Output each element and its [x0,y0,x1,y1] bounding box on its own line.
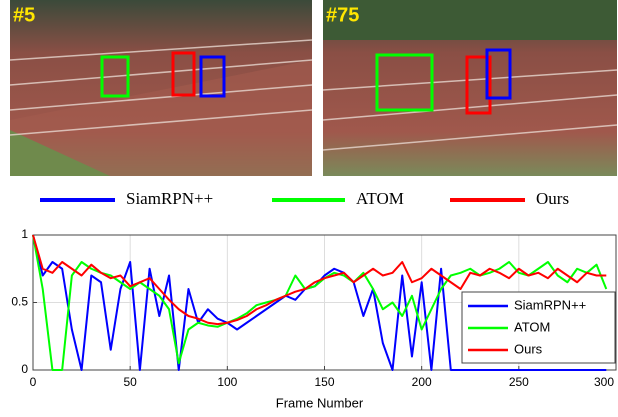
legend-label: SiamRPN++ [126,189,213,208]
series-line [32,234,608,371]
x-tick-label: 200 [412,375,432,389]
legend-label: ATOM [514,319,550,334]
x-tick-label: 150 [314,375,334,389]
x-axis-label: Frame Number [276,395,364,410]
y-tick-label: 0 [21,362,28,376]
legend-label: SiamRPN++ [514,297,586,312]
legend-label: Ours [514,341,543,356]
frame-label: #5 [13,4,35,26]
x-tick-label: 100 [217,375,237,389]
legend-label: ATOM [356,189,404,208]
legend-label: Ours [536,189,569,208]
series-line [32,234,607,326]
x-tick-label: 50 [123,375,137,389]
y-tick-label: 1 [21,227,28,241]
x-tick-label: 250 [509,375,529,389]
frame-label: #75 [326,4,359,26]
frame-image: #75 [322,0,618,176]
frame-image: #5 [9,0,313,176]
x-tick-label: 0 [30,375,37,389]
y-tick-label: 0.5 [11,295,28,309]
x-tick-label: 300 [594,375,614,389]
